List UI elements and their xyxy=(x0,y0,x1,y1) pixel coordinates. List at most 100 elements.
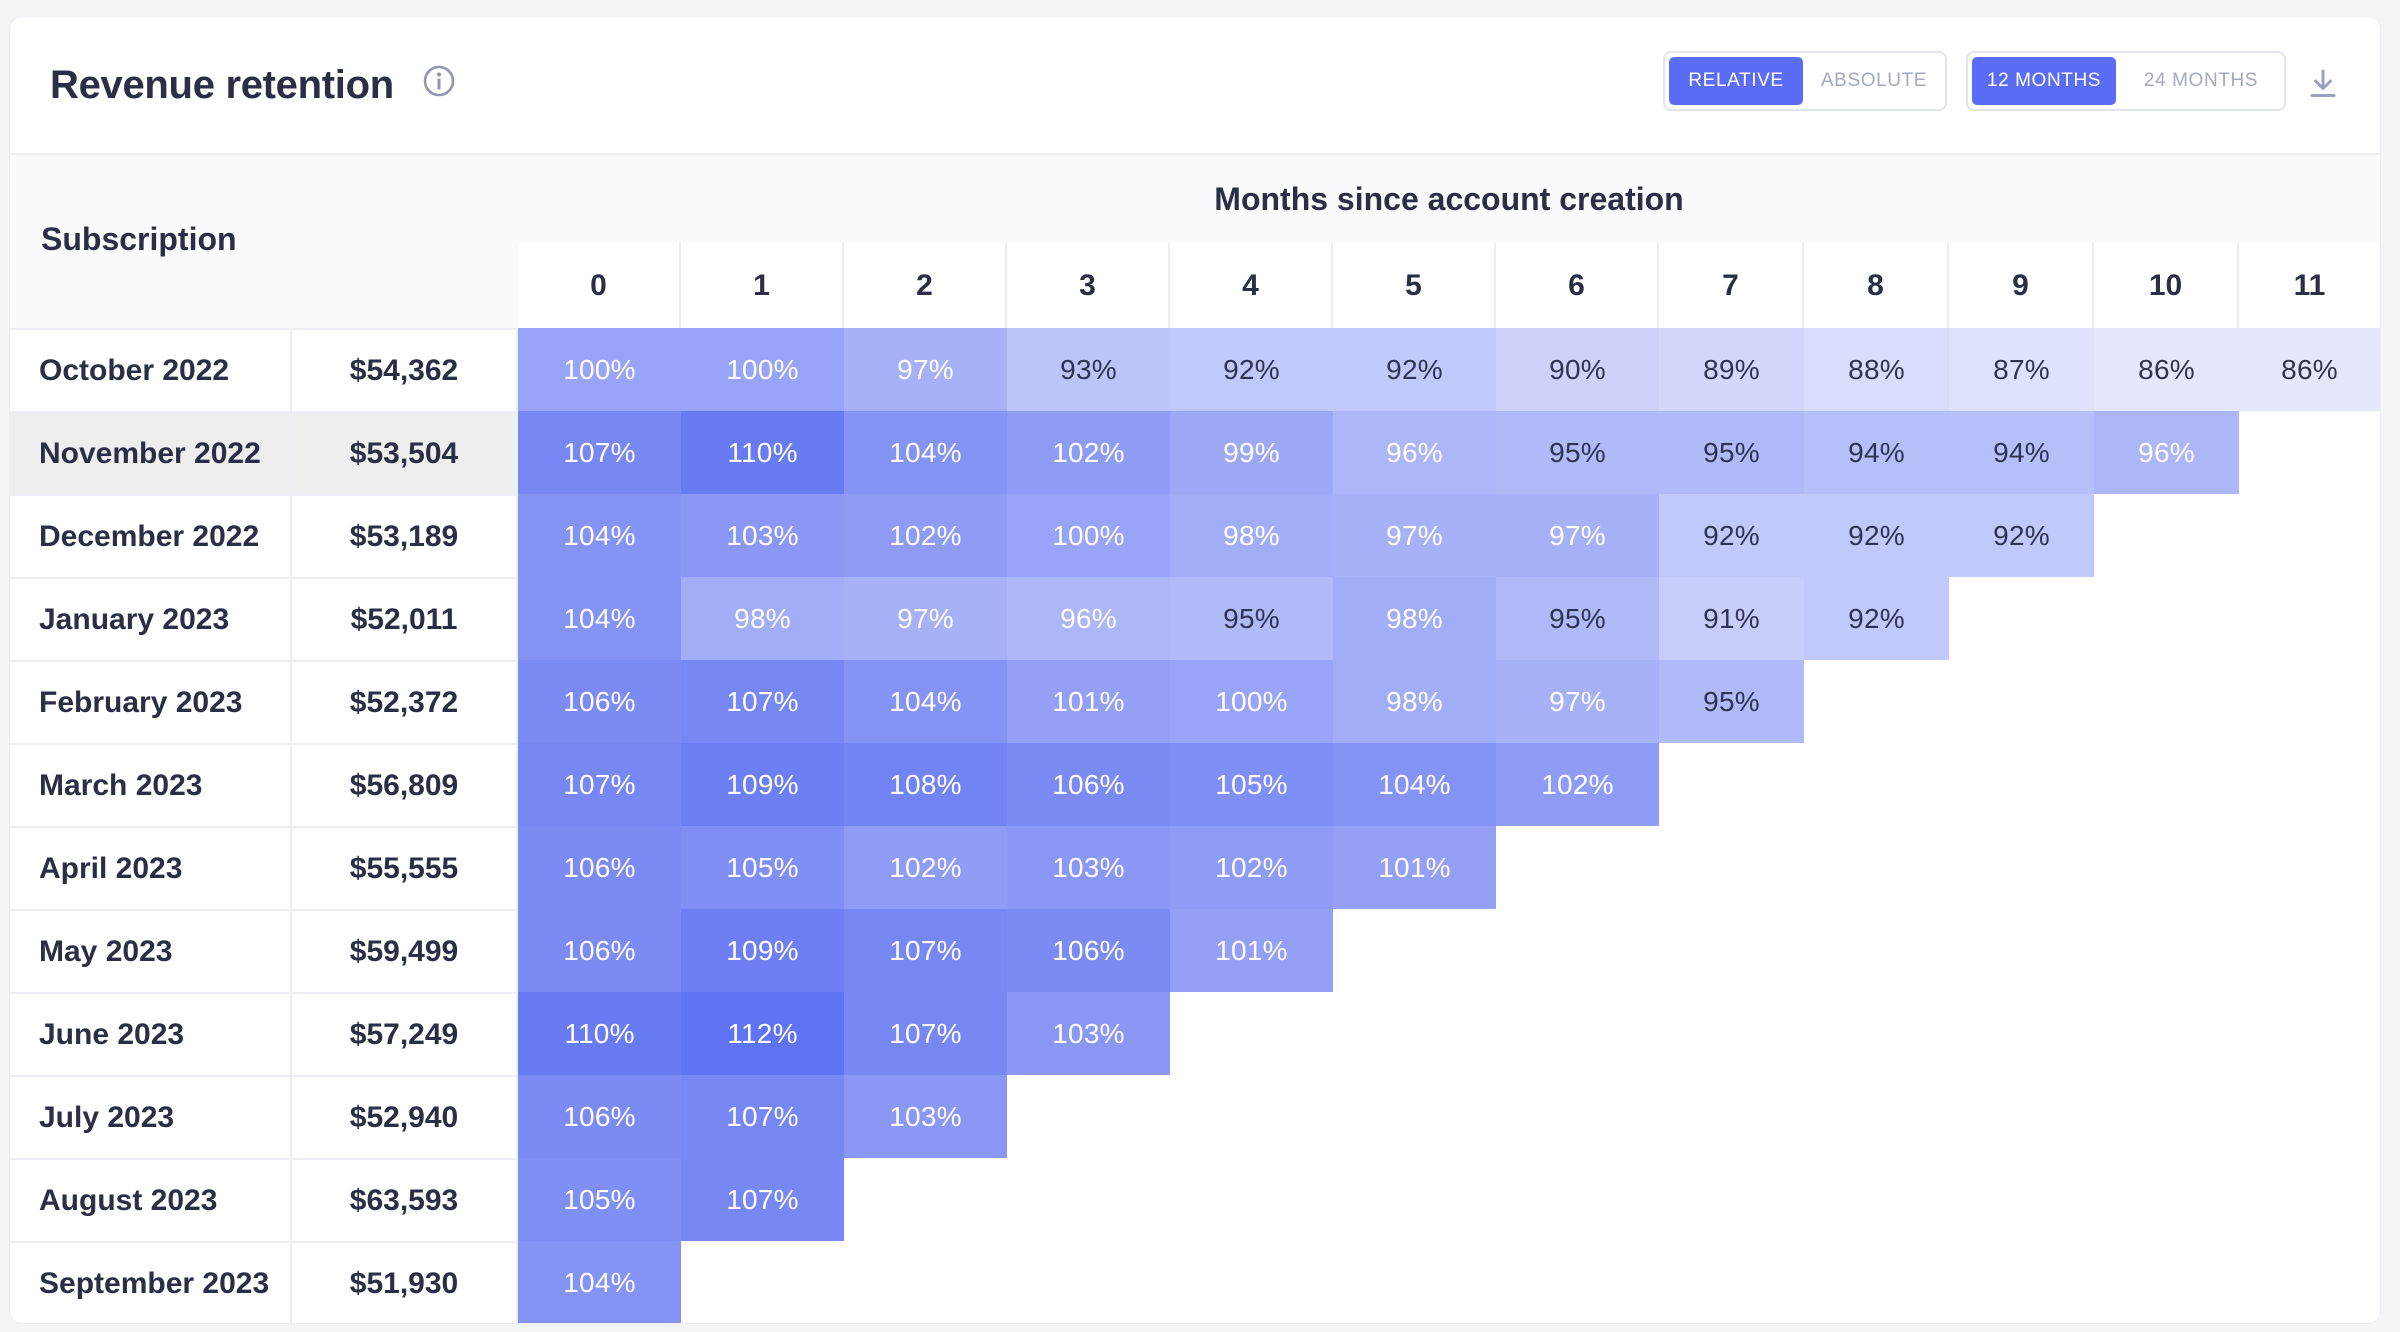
retention-cell[interactable]: 100% xyxy=(1007,494,1170,577)
column-header: 2 xyxy=(844,243,1007,328)
card-header: Revenue retention RELATIVE ABSOLUTE 12 M… xyxy=(10,17,2380,155)
retention-cell[interactable]: 101% xyxy=(1333,826,1496,909)
retention-cell[interactable]: 110% xyxy=(518,992,681,1075)
retention-cell[interactable]: 97% xyxy=(844,328,1007,411)
retention-cell[interactable]: 95% xyxy=(1659,411,1804,494)
retention-cell[interactable]: 107% xyxy=(681,1158,844,1241)
cohort-label: February 2023 xyxy=(10,660,292,743)
retention-cell[interactable]: 92% xyxy=(1170,328,1333,411)
retention-cell[interactable]: 102% xyxy=(844,826,1007,909)
cohort-label: August 2023 xyxy=(10,1158,292,1241)
retention-cell[interactable]: 98% xyxy=(681,577,844,660)
retention-cell[interactable]: 92% xyxy=(1804,577,1949,660)
retention-cell[interactable]: 92% xyxy=(1659,494,1804,577)
cohort-revenue: $54,362 xyxy=(292,328,518,411)
retention-cell[interactable]: 88% xyxy=(1804,328,1949,411)
retention-cell[interactable]: 106% xyxy=(518,660,681,743)
retention-cell[interactable]: 95% xyxy=(1496,411,1659,494)
download-icon[interactable] xyxy=(2306,67,2340,101)
info-icon[interactable] xyxy=(422,64,456,98)
retention-cell[interactable]: 100% xyxy=(518,328,681,411)
retention-cell[interactable]: 103% xyxy=(1007,826,1170,909)
12-months-button[interactable]: 12 MONTHS xyxy=(1972,57,2116,105)
absolute-button[interactable]: ABSOLUTE xyxy=(1820,70,1928,91)
retention-cell[interactable]: 87% xyxy=(1949,328,2094,411)
retention-cell[interactable]: 107% xyxy=(844,909,1007,992)
cohort-label: October 2022 xyxy=(10,328,292,411)
cohort-revenue: $52,372 xyxy=(292,660,518,743)
retention-cell[interactable]: 104% xyxy=(518,494,681,577)
retention-cell[interactable]: 109% xyxy=(681,743,844,826)
retention-cell[interactable]: 89% xyxy=(1659,328,1804,411)
mode-toggle: RELATIVE ABSOLUTE xyxy=(1663,51,1947,111)
retention-cell[interactable]: 106% xyxy=(1007,909,1170,992)
retention-cell[interactable]: 90% xyxy=(1496,328,1659,411)
retention-cell[interactable]: 104% xyxy=(518,577,681,660)
retention-cell[interactable]: 99% xyxy=(1170,411,1333,494)
retention-cell[interactable]: 107% xyxy=(681,1075,844,1158)
retention-cell[interactable]: 107% xyxy=(518,411,681,494)
retention-cell[interactable]: 86% xyxy=(2239,328,2380,411)
retention-cell[interactable]: 92% xyxy=(1333,328,1496,411)
column-header: 9 xyxy=(1949,243,2094,328)
retention-cell[interactable]: 91% xyxy=(1659,577,1804,660)
retention-cell[interactable]: 102% xyxy=(844,494,1007,577)
retention-cell[interactable]: 92% xyxy=(1804,494,1949,577)
retention-cell[interactable]: 104% xyxy=(518,1241,681,1323)
retention-cell[interactable]: 106% xyxy=(518,909,681,992)
retention-cell[interactable]: 98% xyxy=(1333,660,1496,743)
retention-cell[interactable]: 92% xyxy=(1949,494,2094,577)
column-header: 3 xyxy=(1007,243,1170,328)
retention-cell[interactable]: 105% xyxy=(518,1158,681,1241)
retention-cell[interactable]: 97% xyxy=(1496,660,1659,743)
retention-cell[interactable]: 104% xyxy=(1333,743,1496,826)
relative-button[interactable]: RELATIVE xyxy=(1669,57,1803,105)
retention-cell[interactable]: 107% xyxy=(518,743,681,826)
retention-cell[interactable]: 108% xyxy=(844,743,1007,826)
retention-cell[interactable]: 103% xyxy=(681,494,844,577)
cohort-revenue: $51,930 xyxy=(292,1241,518,1323)
retention-cell[interactable]: 95% xyxy=(1659,660,1804,743)
retention-cell[interactable]: 86% xyxy=(2094,328,2239,411)
retention-cell[interactable]: 96% xyxy=(1333,411,1496,494)
retention-cell[interactable]: 100% xyxy=(681,328,844,411)
retention-cell[interactable]: 106% xyxy=(1007,743,1170,826)
retention-cell[interactable]: 107% xyxy=(844,992,1007,1075)
retention-cell[interactable]: 96% xyxy=(2094,411,2239,494)
retention-cell[interactable]: 94% xyxy=(1804,411,1949,494)
retention-cell[interactable]: 97% xyxy=(1496,494,1659,577)
retention-cell[interactable]: 97% xyxy=(844,577,1007,660)
retention-cell[interactable]: 105% xyxy=(681,826,844,909)
retention-cell[interactable]: 101% xyxy=(1007,660,1170,743)
retention-cell[interactable]: 104% xyxy=(844,411,1007,494)
retention-cell[interactable]: 112% xyxy=(681,992,844,1075)
retention-cell[interactable]: 93% xyxy=(1007,328,1170,411)
retention-cell[interactable]: 109% xyxy=(681,909,844,992)
column-header: 5 xyxy=(1333,243,1496,328)
retention-cell[interactable]: 98% xyxy=(1333,577,1496,660)
retention-cell[interactable]: 106% xyxy=(518,1075,681,1158)
retention-cell[interactable]: 103% xyxy=(844,1075,1007,1158)
retention-cell[interactable]: 102% xyxy=(1007,411,1170,494)
retention-cell[interactable]: 98% xyxy=(1170,494,1333,577)
retention-cell[interactable]: 110% xyxy=(681,411,844,494)
retention-cell[interactable]: 104% xyxy=(844,660,1007,743)
retention-cell[interactable]: 103% xyxy=(1007,992,1170,1075)
retention-cell[interactable]: 96% xyxy=(1007,577,1170,660)
retention-cell[interactable]: 95% xyxy=(1170,577,1333,660)
24-months-button[interactable]: 24 MONTHS xyxy=(2143,70,2259,91)
retention-cell[interactable]: 94% xyxy=(1949,411,2094,494)
retention-cell[interactable]: 100% xyxy=(1170,660,1333,743)
cohort-revenue: $53,504 xyxy=(292,411,518,494)
retention-cell[interactable]: 95% xyxy=(1496,577,1659,660)
cohort-label: May 2023 xyxy=(10,909,292,992)
cohort-revenue: $52,011 xyxy=(292,577,518,660)
retention-cell[interactable]: 107% xyxy=(681,660,844,743)
retention-cell[interactable]: 102% xyxy=(1170,826,1333,909)
retention-cell[interactable]: 105% xyxy=(1170,743,1333,826)
retention-cell[interactable]: 101% xyxy=(1170,909,1333,992)
retention-cell[interactable]: 106% xyxy=(518,826,681,909)
retention-cell[interactable]: 97% xyxy=(1333,494,1496,577)
cohort-label: April 2023 xyxy=(10,826,292,909)
retention-cell[interactable]: 102% xyxy=(1496,743,1659,826)
